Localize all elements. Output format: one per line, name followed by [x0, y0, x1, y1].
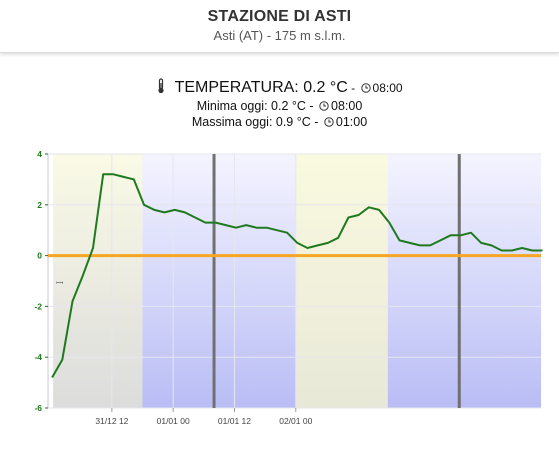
clock-icon — [360, 83, 371, 93]
night-band — [142, 154, 296, 408]
y-tick-label: 4 — [37, 149, 42, 159]
station-header: STAZIONE DI ASTI Asti (AT) - 175 m s.l.m… — [0, 0, 559, 53]
day-band — [295, 154, 388, 408]
min-temperature-label: Minima oggi: 0.2 °C - — [196, 99, 318, 113]
max-temperature: Massima oggi: 0.9 °C - 01:00 — [0, 114, 559, 130]
x-tick-label: 31/12 12 — [95, 416, 128, 426]
current-temperature: TEMPERATURA: 0.2 °C - 08:00 — [0, 78, 559, 98]
current-temperature-sep: - — [347, 81, 359, 95]
temperature-series-line — [51, 173, 543, 378]
max-temperature-time: 01:00 — [335, 115, 368, 129]
max-temperature-label: Massima oggi: 0.9 °C - — [191, 115, 322, 129]
y-tick-label: 2 — [37, 200, 42, 210]
temperature-summary: TEMPERATURA: 0.2 °C - 08:00 Minima oggi:… — [0, 78, 559, 130]
clock-icon — [319, 101, 329, 111]
day-night-bands — [53, 154, 541, 408]
y-tick-label: -6 — [34, 403, 42, 413]
temperature-chart: 4 2 0 -2 -4 -6 31/12 12 01/01 00 01/01 12 02/01 … — [34, 149, 543, 426]
x-tick-label: 02/01 00 — [279, 416, 312, 426]
x-tick-label: 01/01 00 — [157, 416, 190, 426]
y-tick-label: -2 — [34, 301, 42, 311]
chart-marker: ꟷ — [56, 278, 63, 288]
current-temperature-time: 08:00 — [372, 81, 403, 95]
x-axis-ticks: 31/12 12 01/01 00 01/01 12 02/01 00 — [95, 408, 313, 426]
thermometer-icon — [158, 78, 165, 94]
current-temperature-label: TEMPERATURA: 0.2 °C — [174, 79, 348, 96]
min-temperature-time: 08:00 — [331, 99, 363, 113]
min-temperature: Minima oggi: 0.2 °C - 08:00 — [0, 98, 559, 114]
station-subtitle: Asti (AT) - 175 m s.l.m. — [213, 28, 346, 43]
midnight-lines — [212, 154, 461, 408]
y-tick-label: 0 — [37, 251, 42, 261]
clock-icon — [324, 117, 334, 127]
x-tick-label: 01/01 12 — [218, 416, 251, 426]
night-band — [387, 154, 541, 408]
y-axis-ticks: 4 2 0 -2 -4 -6 — [34, 149, 48, 413]
y-tick-label: -4 — [34, 352, 42, 362]
station-title: STAZIONE DI ASTI — [207, 8, 352, 25]
day-band — [53, 154, 143, 408]
